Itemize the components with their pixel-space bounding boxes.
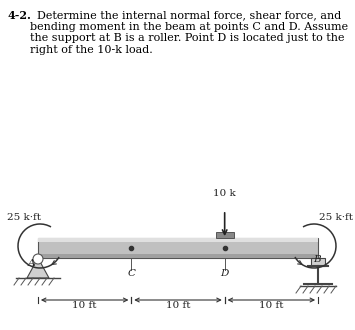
Polygon shape xyxy=(38,254,318,258)
Text: A: A xyxy=(28,259,36,268)
Text: 10 ft: 10 ft xyxy=(72,301,97,310)
Polygon shape xyxy=(216,232,234,238)
Text: D: D xyxy=(220,269,229,278)
Polygon shape xyxy=(38,238,318,242)
Text: B: B xyxy=(313,255,321,264)
Text: C: C xyxy=(127,269,135,278)
Polygon shape xyxy=(27,258,49,278)
Text: Determine the internal normal force, shear force, and
bending moment in the beam: Determine the internal normal force, she… xyxy=(30,10,348,55)
Polygon shape xyxy=(38,238,318,258)
Text: 10 ft: 10 ft xyxy=(259,301,284,310)
Text: 25 k·ft: 25 k·ft xyxy=(319,213,353,222)
Text: 25 k·ft: 25 k·ft xyxy=(7,213,41,222)
Text: 10 k: 10 k xyxy=(213,189,236,198)
Text: 10 ft: 10 ft xyxy=(166,301,190,310)
Text: 4-2.: 4-2. xyxy=(8,10,32,21)
Circle shape xyxy=(33,254,43,264)
Polygon shape xyxy=(311,258,325,266)
